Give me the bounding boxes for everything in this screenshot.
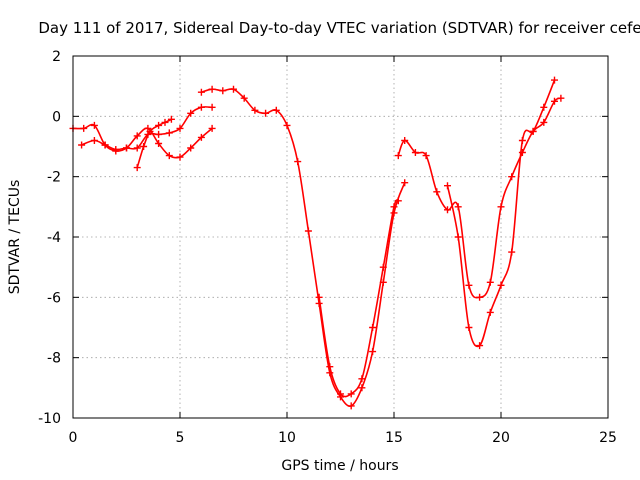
y-tick-label: -2 [47, 170, 61, 186]
x-axis-label: GPS time / hours [281, 458, 398, 474]
plus-markers-seg-e [315, 197, 402, 398]
grid [73, 56, 608, 418]
chart-title: Day 111 of 2017, Sidereal Day-to-day VTE… [38, 19, 640, 37]
plot-area [69, 76, 565, 410]
series-line-seg-f [397, 97, 562, 299]
y-tick-label: -4 [47, 230, 61, 246]
y-tick-label: -10 [38, 411, 61, 427]
y-tick-label: 2 [52, 49, 61, 65]
plus-markers-seg-g [444, 76, 558, 350]
x-tick-label: 15 [385, 430, 403, 446]
x-tick-label: 0 [69, 430, 78, 446]
x-tick-label: 10 [278, 430, 296, 446]
series-line-seg-d [200, 88, 406, 407]
x-tick-label: 20 [492, 430, 510, 446]
plus-markers-seg-b [78, 103, 216, 153]
plus-markers-seg-f [394, 94, 565, 301]
y-tick-label: 0 [52, 109, 61, 125]
y-tick-label: -8 [47, 351, 61, 367]
x-tick-label: 25 [599, 430, 617, 446]
series-line-seg-a [72, 123, 213, 159]
series-line-seg-c [136, 118, 173, 169]
plus-markers-seg-c [133, 115, 175, 172]
y-tick-label: -6 [47, 290, 61, 306]
y-axis-label: SDTVAR / TECUs [7, 180, 23, 295]
plus-markers-seg-d [197, 85, 409, 410]
x-tick-label: 5 [176, 430, 185, 446]
